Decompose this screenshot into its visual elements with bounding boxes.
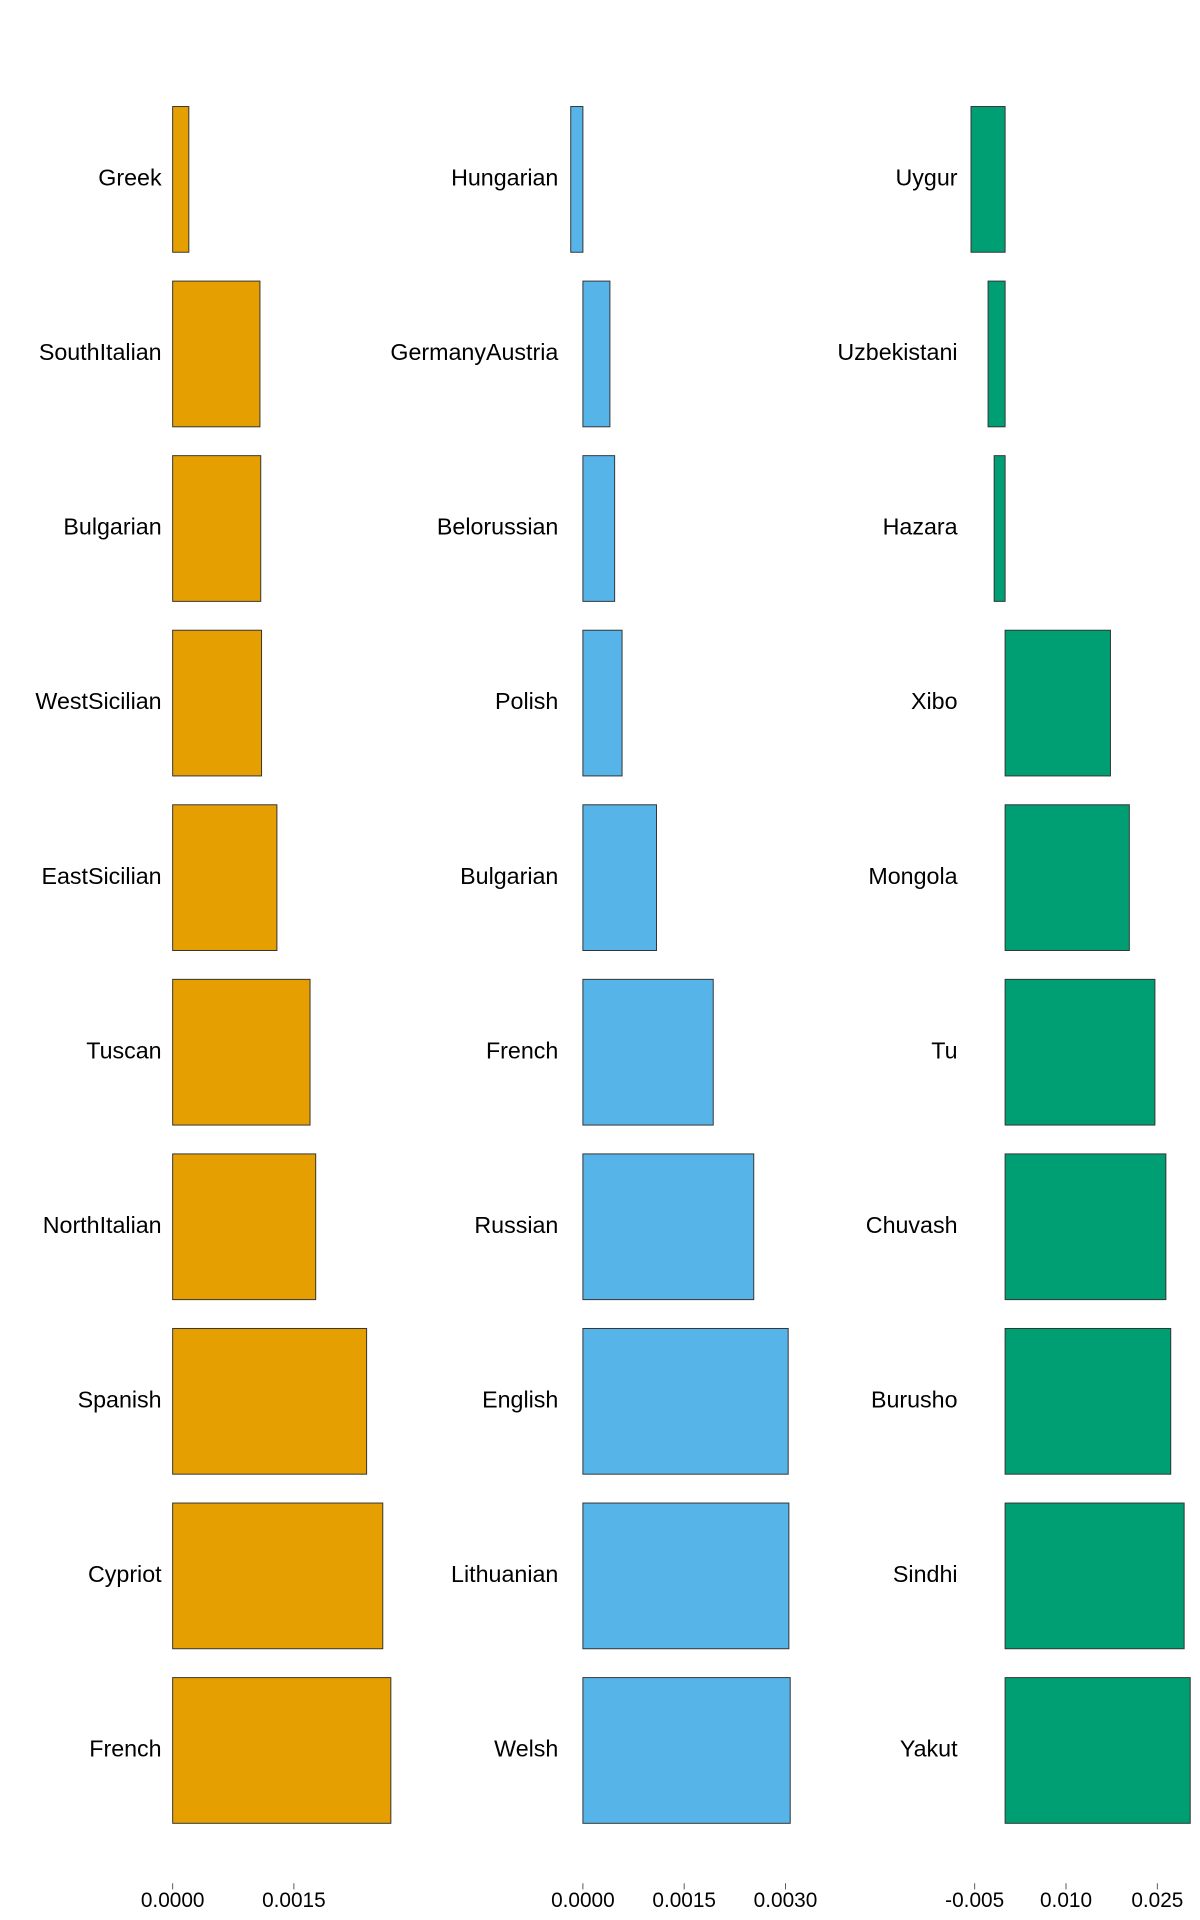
bar [1004,1327,1172,1475]
x-tick-label: 0.0000 [551,1889,615,1912]
bar [987,280,1006,428]
category-label: Russian [474,1212,558,1238]
category-label: Uygur [896,165,958,191]
x-tick-label: 0.0015 [262,1889,326,1912]
category-label: Polish [495,688,558,714]
x-tick-label: 0.0015 [652,1889,716,1912]
bar [582,1153,755,1301]
category-label: SouthItalian [39,339,162,365]
category-label: Hazara [883,514,958,540]
bar [582,455,616,602]
bar [172,455,262,602]
category-label: English [482,1386,558,1412]
bar [582,1327,789,1475]
category-label: Lithuanian [451,1561,558,1587]
bar [582,629,623,777]
category-label: WestSicilian [35,688,161,714]
category-label: Mongola [868,863,957,889]
bar [172,106,190,253]
bar [970,106,1006,253]
category-label: Yakut [900,1736,958,1762]
category-label: Welsh [494,1736,558,1762]
bar [172,1677,392,1824]
category-label: Burusho [871,1386,958,1412]
bar [172,1327,368,1475]
category-label: EastSicilian [41,863,161,889]
category-label: Hungarian [451,165,558,191]
bar [172,629,263,777]
bar [993,455,1006,602]
category-label: GermanyAustria [390,339,558,365]
bar [1004,1153,1167,1301]
bar [582,1502,790,1650]
category-label: Sindhi [893,1561,958,1587]
bar [582,280,611,428]
bar [1004,978,1156,1126]
category-label: NorthItalian [43,1212,162,1238]
x-tick-label: 0.0000 [141,1889,205,1912]
x-tick-label: -0.005 [945,1889,1004,1912]
category-label: Belorussian [437,514,558,540]
category-label: Bulgarian [63,514,161,540]
category-label: Greek [98,165,162,191]
bar [582,978,714,1126]
category-label: Cypriot [88,1561,162,1587]
bar [582,804,657,951]
category-label: Xibo [911,688,958,714]
bar [172,280,261,428]
category-label: French [89,1736,161,1762]
x-tick-label: 0.010 [1040,1889,1092,1912]
category-label: Uzbekistani [837,339,957,365]
category-label: Bulgarian [460,863,558,889]
bar [570,106,584,253]
category-label: Tuscan [86,1037,161,1063]
bar [1004,1677,1191,1824]
bar [1004,1502,1185,1650]
category-label: Chuvash [866,1212,958,1238]
bar [582,1677,791,1824]
bar [172,978,311,1126]
category-label: Spanish [78,1386,162,1412]
x-tick-label: 0.0030 [754,1889,818,1912]
bar [1004,629,1111,777]
category-label: Tu [931,1037,957,1063]
bar [172,1153,317,1301]
bar [1004,804,1130,951]
category-label: French [486,1037,558,1063]
bar [172,804,278,951]
x-tick-label: 0.025 [1131,1889,1183,1912]
bar [172,1502,384,1650]
